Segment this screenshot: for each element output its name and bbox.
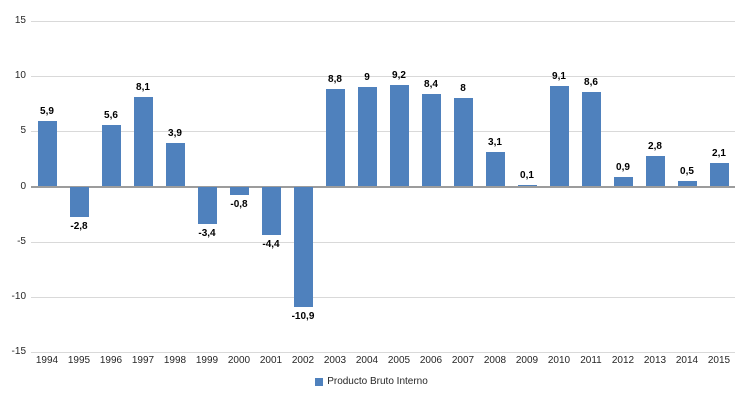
- bar-2008: [485, 152, 505, 187]
- bar-2007: [453, 98, 473, 187]
- gridline: [31, 241, 735, 243]
- x-tick-label-2015: 2015: [707, 355, 731, 366]
- x-tick-label-2006: 2006: [419, 355, 443, 366]
- bar-2005: [389, 84, 409, 187]
- y-tick-label: 10: [14, 70, 26, 82]
- bar-1995: [69, 186, 89, 218]
- x-tick-label-1995: 1995: [67, 355, 91, 366]
- x-axis-labels: 1994 1995 1996 1997 1998 1999 2000 2001 2002 2003…: [31, 355, 735, 369]
- x-tick-label-2013: 2013: [643, 355, 667, 366]
- x-tick-label-2003: 2003: [323, 355, 347, 366]
- x-tick-label-1998: 1998: [163, 355, 187, 366]
- data-label-2014: 0,5: [680, 165, 694, 177]
- bar-2003: [325, 89, 345, 187]
- bar-2004: [357, 87, 377, 187]
- data-label-2002: -10,9: [291, 310, 315, 322]
- data-label-1998: 3,9: [168, 128, 182, 140]
- x-tick-label-2002: 2002: [291, 355, 315, 366]
- data-label-1999: -3,4: [198, 228, 216, 239]
- bar-2002: [293, 186, 313, 307]
- x-tick-label-2009: 2009: [515, 355, 539, 366]
- bar-1999: [197, 186, 217, 224]
- bar-2001: [261, 186, 281, 236]
- legend: Producto Bruto Interno: [0, 376, 743, 387]
- data-label-1995: -2,8: [70, 221, 88, 233]
- x-tick-label-1994: 1994: [35, 355, 59, 366]
- gridline: [31, 131, 735, 133]
- data-label-1996: 5,6: [104, 109, 118, 121]
- gridline: [31, 352, 735, 353]
- y-tick-label: 0: [20, 180, 26, 192]
- data-label-2012: 0,9: [616, 161, 630, 173]
- bar-2012: [613, 176, 633, 187]
- data-label-2003: 8,8: [328, 74, 342, 86]
- data-label-2006: 8,4: [424, 78, 438, 90]
- x-tick-label-1999: 1999: [195, 355, 219, 366]
- x-tick-label-2001: 2001: [259, 355, 283, 366]
- bar-2013: [645, 155, 665, 187]
- zero-axis-line: [31, 185, 735, 188]
- x-tick-label-2012: 2012: [611, 355, 635, 366]
- y-tick-label: 15: [14, 15, 26, 26]
- data-label-2010: 9,1: [552, 71, 566, 83]
- legend-label: Producto Bruto Interno: [327, 376, 428, 387]
- data-label-1997: 8,1: [136, 82, 150, 94]
- gridline: [31, 76, 735, 78]
- y-tick-label: -5: [17, 235, 26, 247]
- bar-1996: [101, 124, 121, 187]
- x-tick-label-2011: 2011: [580, 355, 602, 366]
- plot-area: 5,9 -2,8 5,6 8,1 3,9 -3,4 -0,8 -4,4 -10,9 8,8 9 9,2…: [31, 21, 735, 353]
- data-label-2007: 8: [460, 83, 466, 95]
- data-label-1994: 5,9: [40, 106, 54, 118]
- legend-marker-icon: [315, 377, 324, 386]
- bar-1997: [133, 97, 153, 187]
- gridline: [31, 296, 735, 298]
- data-label-2013: 2,8: [648, 140, 662, 152]
- x-tick-label-2004: 2004: [355, 355, 379, 366]
- bar-2010: [549, 86, 569, 187]
- bar-2011: [581, 91, 601, 187]
- data-label-2011: 8,6: [584, 76, 598, 88]
- data-label-2004: 9: [364, 72, 370, 84]
- x-tick-label-2008: 2008: [483, 355, 507, 366]
- data-label-2001: -4,4: [262, 239, 280, 251]
- data-label-2000: -0,8: [230, 199, 248, 211]
- bar-2009: [517, 185, 537, 187]
- y-tick-label: -10: [11, 290, 26, 302]
- bar-2006: [421, 93, 441, 187]
- x-tick-label-1996: 1996: [99, 355, 123, 366]
- bar-2000: [229, 186, 249, 196]
- y-tick-label: -15: [11, 346, 26, 357]
- bar-2015: [709, 163, 729, 187]
- gridline: [31, 21, 735, 22]
- data-label-2009: 0,1: [520, 170, 534, 182]
- x-tick-label-2000: 2000: [227, 355, 251, 366]
- data-label-2005: 9,2: [392, 69, 406, 81]
- x-tick-label-1997: 1997: [131, 355, 155, 366]
- bar-1998: [165, 143, 185, 187]
- data-label-2008: 3,1: [488, 137, 502, 149]
- data-label-2015: 2,1: [712, 148, 726, 160]
- x-tick-label-2007: 2007: [451, 355, 475, 366]
- bar-2014: [677, 180, 697, 187]
- y-tick-label: 5: [20, 125, 26, 137]
- bar-1994: [37, 121, 57, 187]
- x-tick-label-2010: 2010: [547, 355, 571, 366]
- x-tick-label-2014: 2014: [675, 355, 699, 366]
- x-tick-label-2005: 2005: [387, 355, 411, 366]
